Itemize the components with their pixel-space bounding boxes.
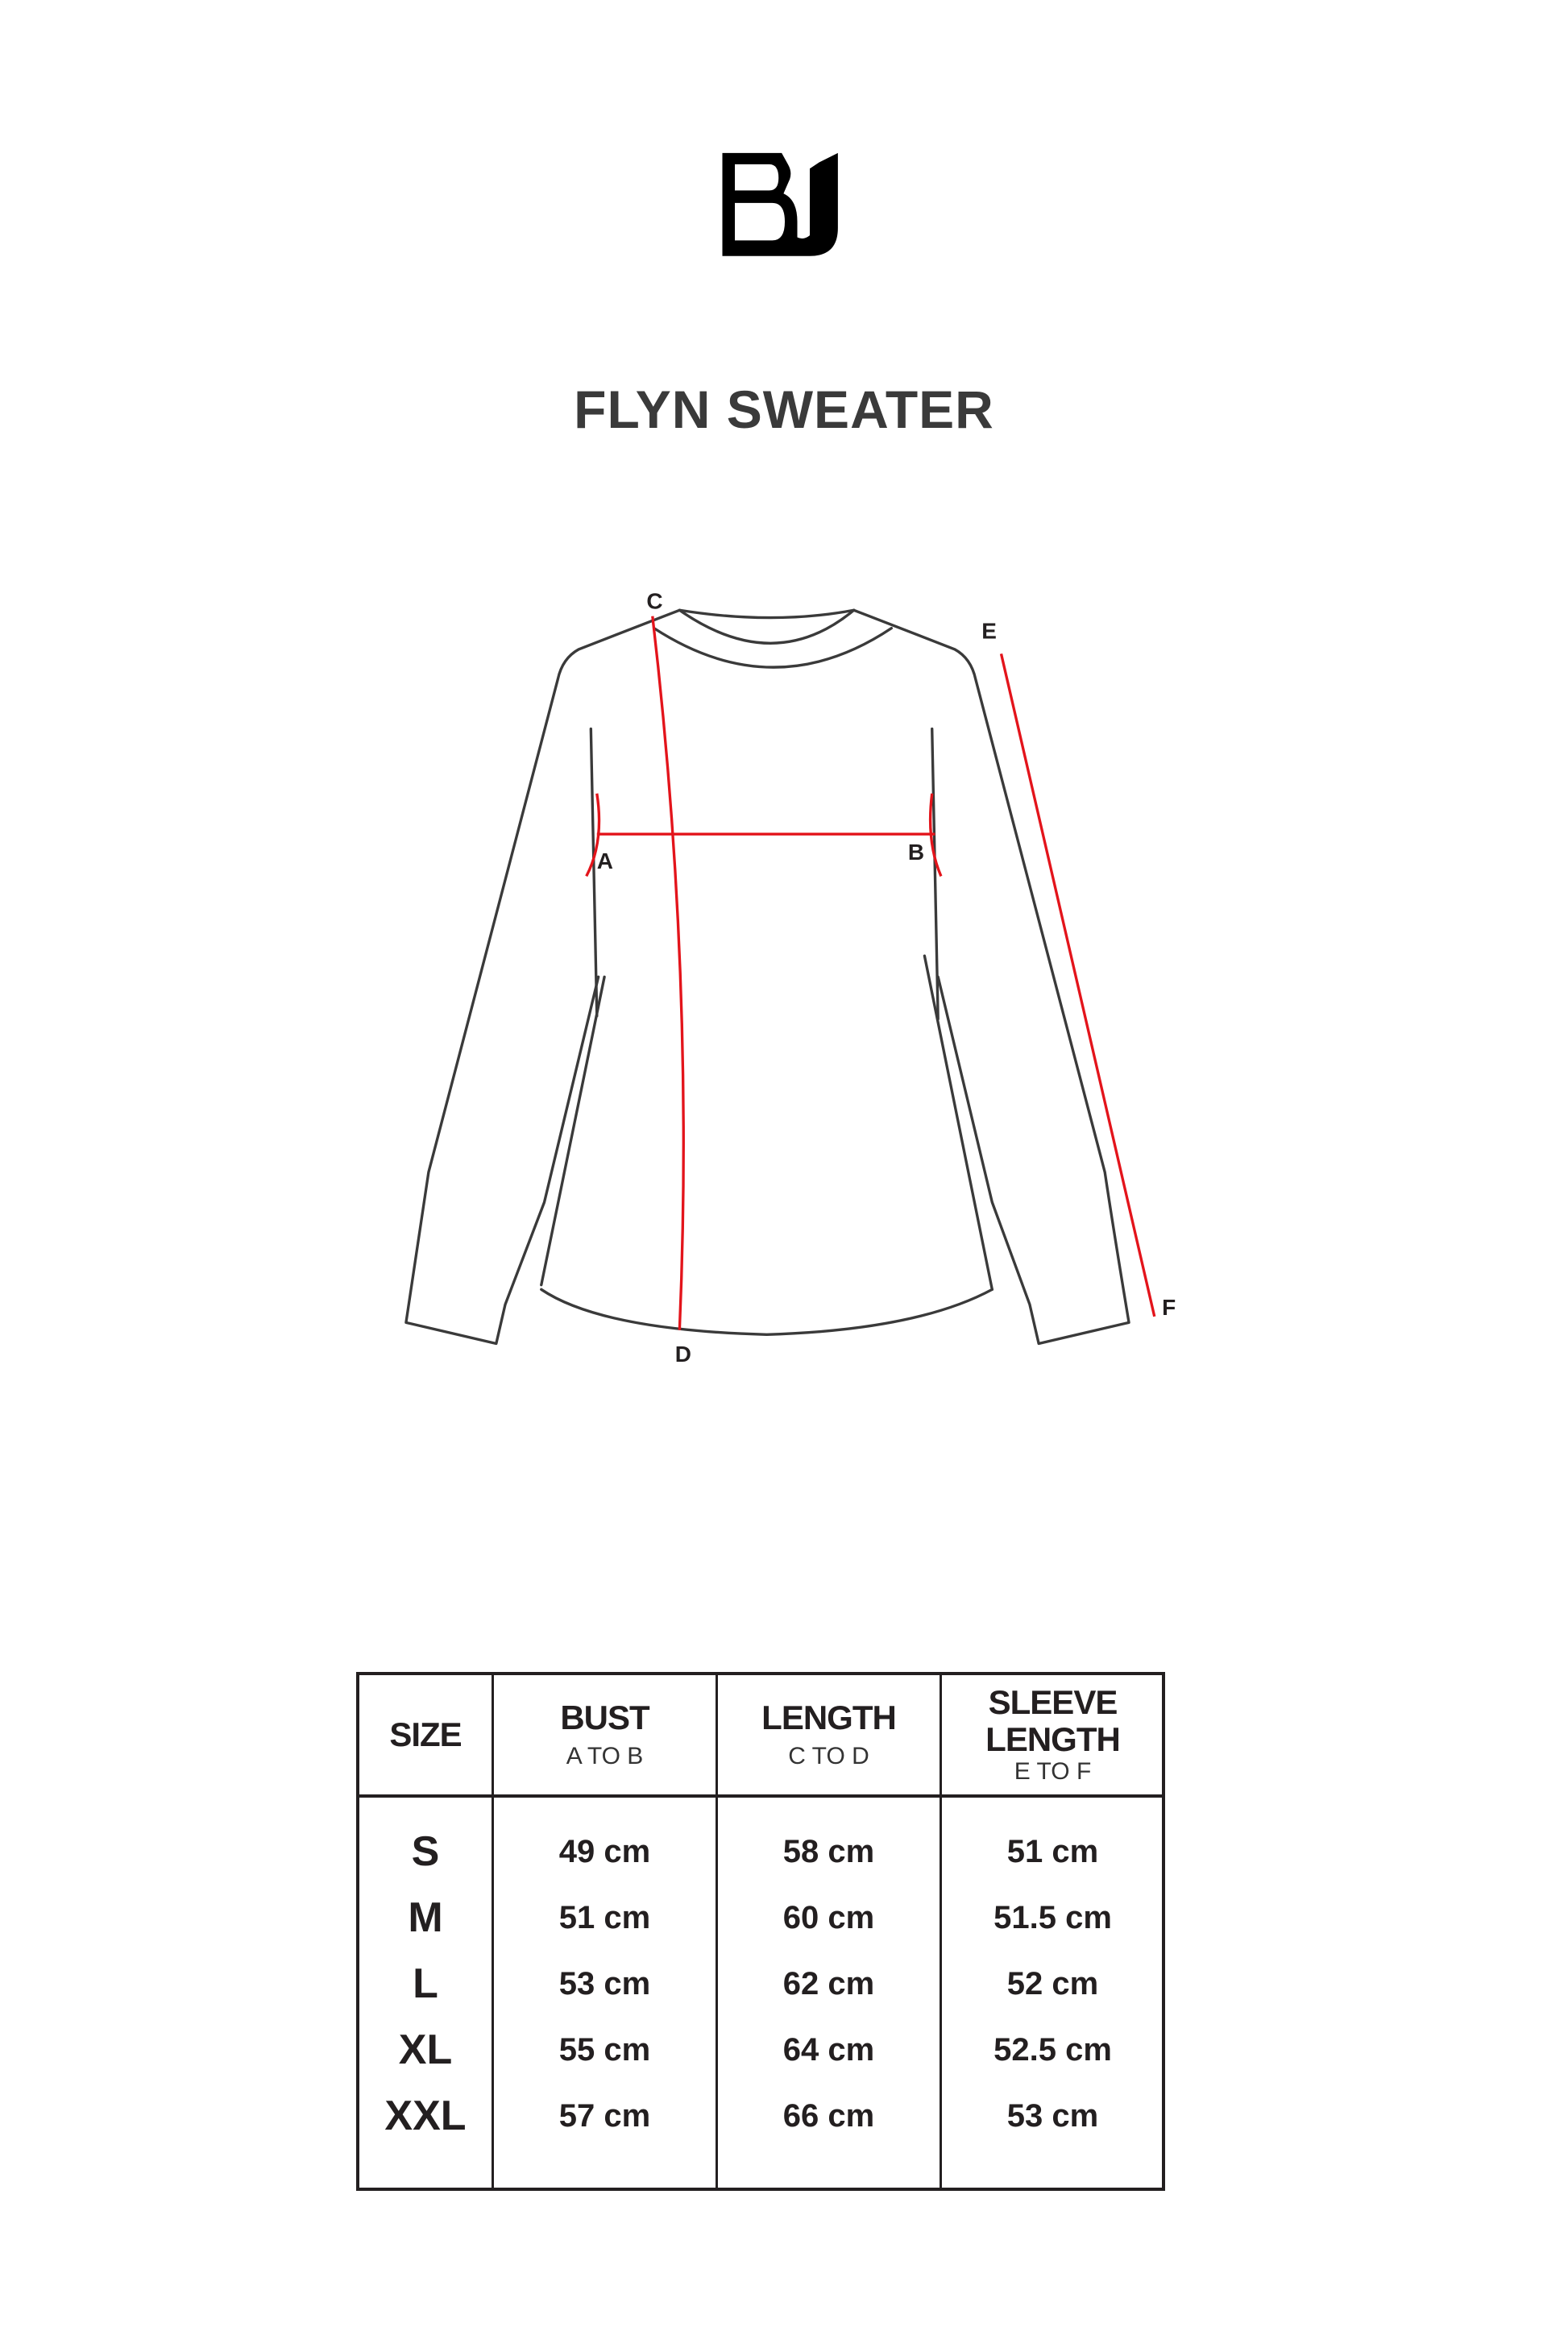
brand-logo xyxy=(722,152,838,256)
table-cell-sleeve: 52 cm xyxy=(1006,1966,1099,2001)
label-d: D xyxy=(675,1342,691,1367)
table-cell-sleeve: 51 cm xyxy=(1006,1834,1099,1869)
label-b: B xyxy=(908,840,924,865)
table-cell-sleeve: 52.5 cm xyxy=(993,2032,1112,2068)
column-size: S M L XL XXL xyxy=(359,1796,492,2188)
label-c: C xyxy=(646,588,662,613)
product-title: FLYN SWEATER xyxy=(574,380,994,439)
header-size: SIZE xyxy=(389,1715,462,1753)
table-cell-sleeve: 53 cm xyxy=(1006,2098,1099,2134)
label-e: E xyxy=(981,619,997,644)
table-cell-size: M xyxy=(408,1894,443,1941)
label-f: F xyxy=(1162,1295,1176,1320)
table-cell-bust: 53 cm xyxy=(558,1966,651,2001)
table-cell-length: 60 cm xyxy=(782,1900,875,1935)
label-a: A xyxy=(597,848,613,873)
header-length: LENGTH C TO D xyxy=(761,1699,897,1770)
sleeve-line-e-to-f xyxy=(999,653,1156,1317)
header-bust: BUST A TO B xyxy=(560,1699,649,1770)
table-cell-length: 58 cm xyxy=(782,1834,875,1869)
table-cell-length: 66 cm xyxy=(782,2098,875,2134)
table-cell-bust: 57 cm xyxy=(558,2098,651,2134)
table-cell-size: L xyxy=(413,1960,438,2007)
column-length: 58 cm 60 cm 62 cm 64 cm 66 cm xyxy=(718,1796,940,2188)
column-sleeve: 51 cm 51.5 cm 52 cm 52.5 cm 53 cm xyxy=(942,1796,1164,2188)
table-cell-size: XL xyxy=(398,2026,453,2073)
table-cell-length: 64 cm xyxy=(782,2032,875,2068)
measurement-lines xyxy=(585,616,1156,1330)
table-cell-bust: 49 cm xyxy=(558,1834,651,1869)
table-cell-sleeve: 51.5 cm xyxy=(993,1900,1112,1935)
table-cell-length: 62 cm xyxy=(782,1966,875,2001)
header-sleeve-length: SLEEVE LENGTH E TO F xyxy=(985,1683,1121,1786)
sweater-outline xyxy=(404,608,1130,1346)
size-chart-table: SIZE BUST A TO B LENGTH C TO D SLEEVE LE… xyxy=(356,1672,1165,2191)
length-line-c-to-d xyxy=(651,616,685,1330)
table-cell-bust: 55 cm xyxy=(558,2032,651,2068)
table-cell-size: S xyxy=(411,1828,440,1875)
column-bust: 49 cm 51 cm 53 cm 55 cm 57 cm xyxy=(494,1796,716,2188)
table-cell-bust: 51 cm xyxy=(558,1900,651,1935)
table-cell-size: XXL xyxy=(384,2093,467,2139)
